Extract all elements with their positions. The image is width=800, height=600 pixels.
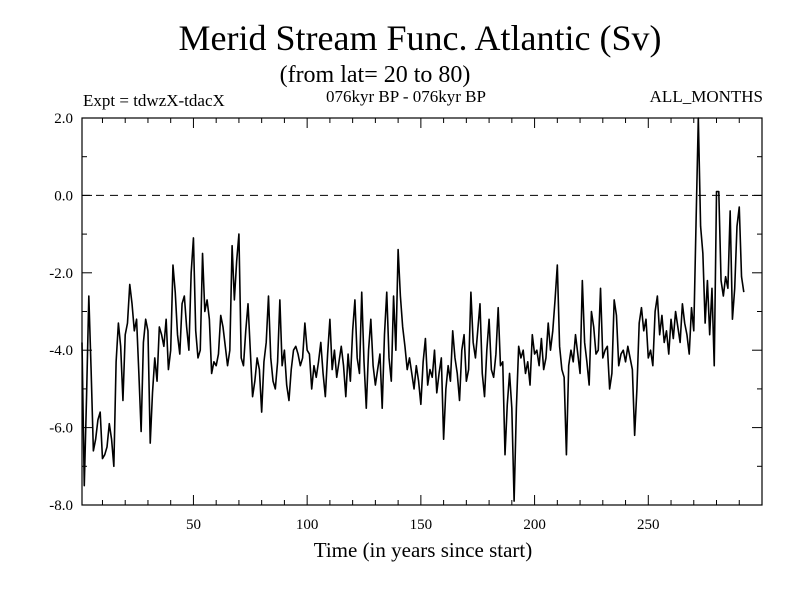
x-tick-label: 250 <box>637 517 660 533</box>
x-axis-label: Time (in years since start) <box>313 538 533 562</box>
data-series-line <box>81 117 745 502</box>
period-label: 076kyr BP - 076kyr BP <box>326 87 486 106</box>
y-tick-label: 2.0 <box>54 111 73 127</box>
x-tick-label: 50 <box>186 517 201 533</box>
y-tick-label: -4.0 <box>49 343 73 359</box>
x-tick-label: 100 <box>296 517 319 533</box>
axis-tick-labels: 50 100 150 200 250 -8.0 -6.0 -4.0 -2.0 0.0 2.0 <box>49 111 659 533</box>
y-tick-label: -6.0 <box>49 421 73 437</box>
experiment-label: Expt = tdwzX-tdacX <box>83 91 225 110</box>
plot-frame <box>81 117 763 506</box>
y-tick-label: -2.0 <box>49 266 73 282</box>
axis-ticks <box>82 118 762 505</box>
chart-subtitle: (from lat= 20 to 80) <box>279 62 471 88</box>
chart-title: Merid Stream Func. Atlantic (Sv) <box>178 18 662 58</box>
months-label: ALL_MONTHS <box>649 87 763 106</box>
x-tick-label: 150 <box>410 517 433 533</box>
y-tick-label: 0.0 <box>54 188 73 204</box>
x-tick-label: 200 <box>523 517 546 533</box>
y-tick-label: -8.0 <box>49 498 73 514</box>
